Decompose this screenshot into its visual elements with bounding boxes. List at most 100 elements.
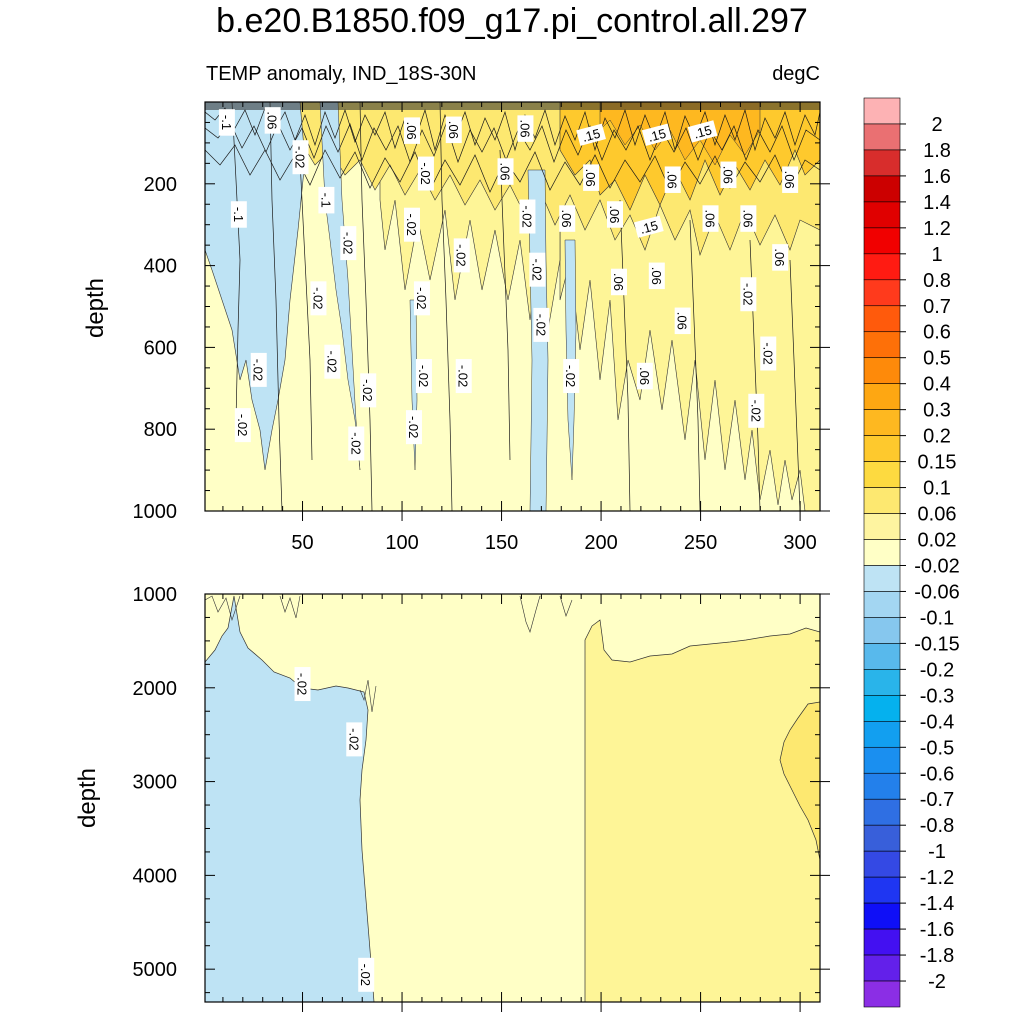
upper-blue-left bbox=[205, 102, 306, 471]
contour-label: .06 bbox=[702, 205, 719, 232]
contour-label-bg bbox=[324, 344, 341, 379]
contour-label: -.1 bbox=[218, 109, 235, 136]
contour-label: -.1 bbox=[230, 201, 247, 228]
contour-label-text: .06 bbox=[740, 210, 755, 228]
colorbar-swatch bbox=[863, 902, 901, 930]
contour-label: .15 bbox=[633, 215, 664, 238]
contour-label: .06 bbox=[772, 244, 789, 271]
colorbar-label: 0.4 bbox=[923, 374, 951, 396]
lower-x-axis bbox=[222, 594, 821, 1012]
lower-blue-region bbox=[205, 595, 375, 1002]
contour-label-bg bbox=[264, 107, 281, 134]
colorbar-label: 1.8 bbox=[923, 140, 951, 162]
upper-y-axis-label: depth bbox=[82, 278, 109, 338]
colorbar-label: 0.02 bbox=[918, 530, 957, 552]
contour-label-text: -.02 bbox=[748, 400, 763, 422]
contour-label-bg bbox=[455, 359, 472, 394]
contour-label-text: .06 bbox=[649, 267, 664, 285]
contour-label: -.02 bbox=[234, 408, 251, 443]
colorbar-label: -1.8 bbox=[920, 945, 954, 967]
colorbar-swatch bbox=[863, 746, 901, 774]
contour-label: .06 bbox=[720, 161, 737, 189]
contour-label-text: -.02 bbox=[563, 365, 578, 387]
contour-label-text: -.02 bbox=[406, 416, 421, 438]
colorbar-label: 0.6 bbox=[923, 322, 951, 344]
contour-label-text: -.02 bbox=[310, 287, 325, 309]
contour-label-bg bbox=[360, 373, 377, 408]
colorbar-label: -0.15 bbox=[914, 633, 960, 655]
colorbar-swatch bbox=[863, 513, 901, 540]
contour-label-bg bbox=[687, 120, 718, 143]
contour-label-bg bbox=[782, 166, 799, 193]
contour-label-text: -.02 bbox=[454, 244, 469, 266]
contour-label-text: -.02 bbox=[533, 314, 548, 336]
contour-label: -.02 bbox=[748, 393, 765, 428]
colorbar-swatch bbox=[863, 617, 901, 644]
contour-label-bg bbox=[310, 281, 327, 316]
y-tick-label: 600 bbox=[144, 337, 177, 359]
contour-label-bg bbox=[563, 359, 580, 394]
contour-label-text: -.02 bbox=[416, 365, 431, 387]
colorbar-swatch bbox=[863, 980, 901, 1008]
colorbar-label: 1.4 bbox=[923, 192, 951, 214]
colorbar-label: -1.6 bbox=[920, 919, 954, 941]
contour-label-bg bbox=[218, 109, 235, 136]
contour-label-bg bbox=[610, 268, 627, 296]
contour-label-bg bbox=[318, 186, 335, 214]
contour-label-bg bbox=[533, 307, 550, 342]
colorbar-label: -0.8 bbox=[920, 815, 954, 837]
contour-label: .06 bbox=[607, 201, 623, 228]
contour-label: .06 bbox=[403, 117, 420, 144]
contour-label-bg bbox=[294, 667, 311, 702]
colorbar-label: 0.8 bbox=[923, 270, 951, 292]
x-tick-label: 250 bbox=[684, 532, 717, 554]
contour-label: -.02 bbox=[563, 359, 580, 394]
contour-label-text: -.02 bbox=[324, 351, 339, 373]
contour-label-bg bbox=[633, 215, 664, 238]
contour-label: -.02 bbox=[415, 359, 432, 394]
contour-label: .06 bbox=[583, 164, 600, 191]
colorbar-swatch bbox=[863, 487, 901, 514]
contour-label: .06 bbox=[664, 166, 681, 193]
contour-label: -.02 bbox=[405, 410, 422, 445]
colorbar-swatch bbox=[863, 227, 901, 255]
contour-label-text: -.1 bbox=[318, 193, 333, 208]
upper-panel: -.1 .06 .06 .06 .06 .15 .15 .15 -.02 -.02 .06 .06 .0… bbox=[82, 101, 830, 554]
contour-label-text: -.02 bbox=[360, 379, 375, 401]
lower-frame bbox=[204, 593, 821, 1003]
contour-label: -.02 bbox=[529, 252, 546, 287]
y-tick-label: 1000 bbox=[133, 584, 178, 606]
colorbar-swatch bbox=[863, 721, 901, 748]
colorbar-swatch bbox=[863, 669, 901, 696]
colorbar-swatch bbox=[863, 928, 901, 956]
colorbar-swatch bbox=[863, 876, 901, 904]
contour-label: -.02 bbox=[519, 199, 536, 234]
contour-label-text: .15 bbox=[692, 122, 713, 141]
colorbar-swatch bbox=[863, 383, 901, 410]
colorbar-label: 0.15 bbox=[918, 452, 957, 474]
contour-label: .06 bbox=[517, 115, 534, 142]
colorbar-swatch bbox=[863, 824, 901, 852]
y-tick-label: 2000 bbox=[133, 678, 178, 700]
colorbar-swatch bbox=[863, 123, 901, 151]
contour-label-bg bbox=[529, 252, 546, 287]
colorbar-label: 0.2 bbox=[923, 426, 951, 448]
colorbar-swatch bbox=[863, 331, 901, 359]
contour-label-text: -.02 bbox=[456, 365, 471, 387]
upper-contour-labels: -.1 .06 .06 .06 .06 .15 .15 .15 -.02 -.02 .06 .06 .0… bbox=[218, 107, 799, 461]
contour-label-bg bbox=[340, 226, 357, 261]
contour-label: -.02 bbox=[533, 307, 550, 342]
colorbar-label: -0.6 bbox=[920, 763, 954, 785]
contour-label-text: .06 bbox=[446, 121, 461, 139]
colorbar-swatch bbox=[863, 175, 901, 203]
contour-label: -.02 bbox=[358, 957, 375, 992]
colorbar-label: 0.06 bbox=[918, 504, 957, 526]
lower-noise-lines bbox=[205, 595, 573, 713]
contour-label-text: .15 bbox=[638, 218, 659, 237]
colorbar-label: -0.06 bbox=[914, 581, 960, 603]
contour-label: .06 bbox=[648, 262, 665, 290]
colorbar-swatch bbox=[863, 591, 901, 618]
contour-label-text: -.02 bbox=[251, 359, 266, 381]
colorbar-label: 0.1 bbox=[923, 478, 951, 500]
contour-label-bg bbox=[748, 393, 765, 428]
